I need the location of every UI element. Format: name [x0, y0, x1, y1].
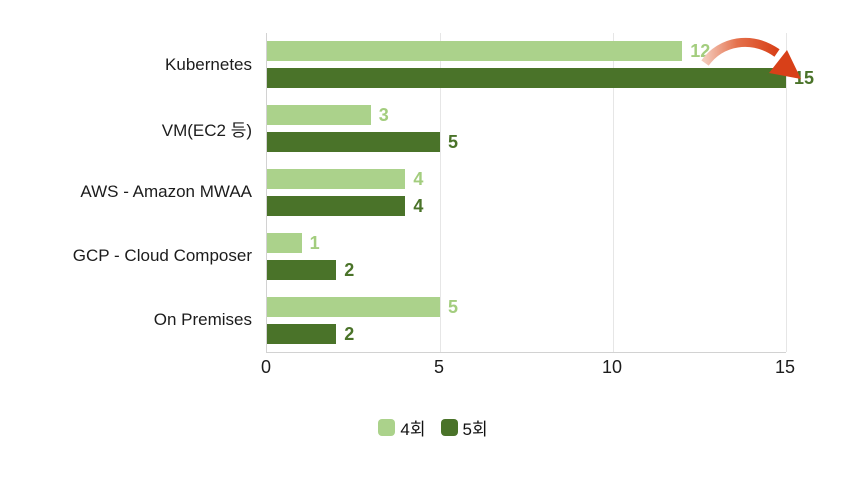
x-axis-tick-labels: 0 5 10 15	[261, 357, 795, 381]
bar-5회-On Premises	[267, 323, 337, 344]
bar-5회-Kubernetes	[267, 68, 786, 89]
value-label: 5	[448, 296, 459, 317]
category-label-4: On Premises	[153, 310, 252, 330]
legend-swatch	[378, 418, 396, 436]
bar-4회-VM(EC2 등)	[267, 105, 371, 126]
value-label: 4	[413, 168, 424, 189]
bar-4회-On Premises	[267, 296, 440, 317]
value-label: 5	[448, 132, 459, 153]
bar-series-container: 12 15 3 5 4 4 1 2 5 2	[267, 33, 814, 352]
x-tick-0: 0	[260, 357, 272, 377]
value-label: 4	[413, 195, 424, 216]
bar-row: 4	[267, 195, 786, 216]
x-tick-15: 15	[774, 357, 796, 377]
bar-row: 3	[267, 105, 786, 126]
bar-row: 2	[267, 323, 786, 344]
value-label: 3	[378, 105, 389, 126]
bar-5회-AWS - Amazon MWAA	[267, 195, 406, 216]
gridline-10	[613, 33, 614, 352]
x-tick-10: 10	[601, 357, 623, 377]
legend: 4회 5회	[0, 414, 866, 440]
legend-item-5회: 5회	[440, 415, 488, 440]
bar-5회-VM(EC2 등)	[267, 132, 440, 153]
bar-row: 15	[267, 68, 814, 89]
bar-5회-GCP - Cloud Composer	[267, 259, 337, 280]
plot-area: 12 15 3 5 4 4 1 2 5 2	[266, 33, 814, 353]
value-label: 15	[794, 68, 815, 89]
bar-4회-GCP - Cloud Composer	[267, 232, 302, 253]
bar-row: 4	[267, 168, 786, 189]
legend-item-4회: 4회	[378, 415, 426, 440]
x-tick-5: 5	[433, 357, 445, 377]
value-label: 2	[344, 323, 355, 344]
legend-label: 4회	[400, 419, 426, 439]
category-label-0: Kubernetes	[165, 54, 252, 74]
gridline-15	[786, 33, 787, 352]
category-label-2: AWS - Amazon MWAA	[80, 182, 252, 202]
bar-row: 2	[267, 259, 786, 280]
category-label-3: GCP - Cloud Composer	[72, 246, 252, 266]
value-label: 12	[690, 41, 711, 62]
category-label-1: VM(EC2 등)	[161, 121, 252, 141]
bar-row: 1	[267, 232, 786, 253]
gridline-5	[440, 33, 441, 352]
bar-group-0: 12 15	[267, 33, 814, 97]
bar-4회-AWS - Amazon MWAA	[267, 168, 406, 189]
legend-swatch	[440, 418, 458, 436]
value-label: 1	[309, 232, 320, 253]
bar-row: 5	[267, 132, 786, 153]
value-label: 2	[344, 259, 355, 280]
legend-label: 5회	[462, 419, 488, 439]
category-axis-labels: Kubernetes VM(EC2 등) AWS - Amazon MWAA GCP …	[0, 33, 252, 352]
bar-4회-Kubernetes	[267, 41, 683, 62]
bar-row: 5	[267, 296, 786, 317]
bar-row: 12	[267, 41, 786, 62]
